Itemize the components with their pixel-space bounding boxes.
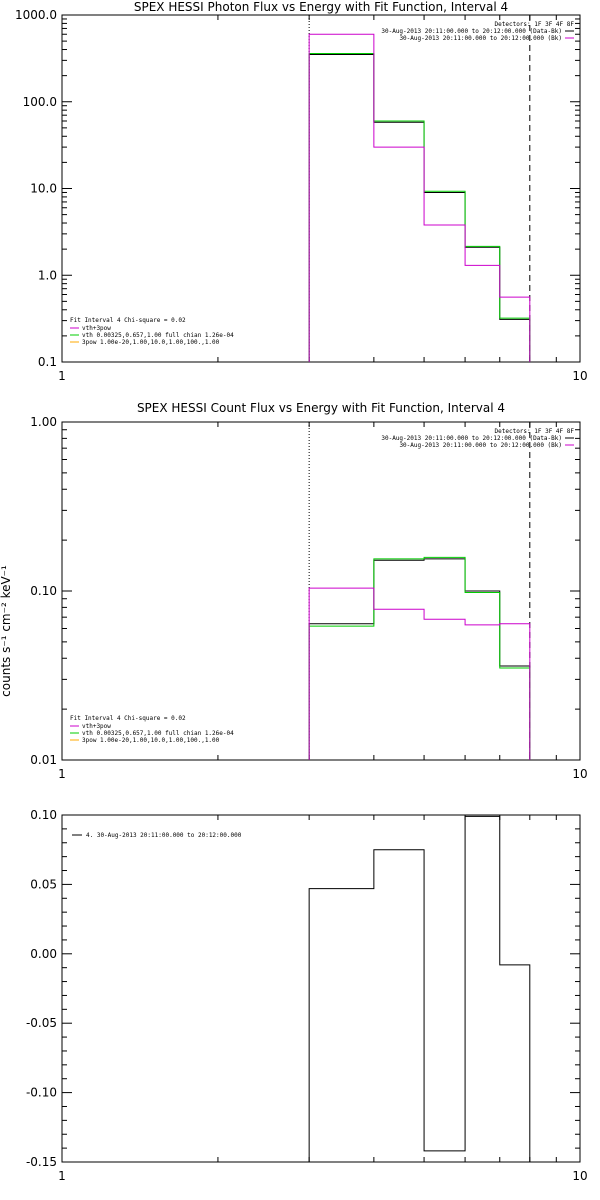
panel-2-legend-label: 30-Aug-2013 20:11:00.000 to 20:12:00.000… [381, 435, 562, 442]
panel-2-title: SPEX HESSI Count Flux vs Energy with Fit… [137, 401, 505, 415]
panel-3-y-tick-label: -0.05 [26, 1016, 57, 1030]
panel-1-y-tick-label: 1.0 [38, 268, 57, 282]
panel-2-legend-label: 30-Aug-2013 20:11:00.000 to 20:12:00.000… [399, 442, 562, 449]
panel-1-x-tick-label: 1 [58, 369, 66, 383]
panel-2-y-tick-label: 0.01 [30, 753, 57, 767]
panel-2-series-1-line [308, 558, 531, 760]
panel-3-y-tick-label: 0.10 [30, 808, 57, 822]
panel-3-y-tick-label: 0.05 [30, 877, 57, 891]
panel-3-y-tick-label: -0.10 [26, 1086, 57, 1100]
panel-1-y-tick-label: 100.0 [23, 95, 57, 109]
panel-3-y-tick-label: 0.00 [30, 947, 57, 961]
panel-1-legend-label: 30-Aug-2013 20:11:00.000 to 20:12:00.000… [381, 28, 562, 35]
panel-1-plot-frame [61, 14, 581, 363]
panel-2-y-tick-label: 0.10 [30, 584, 57, 598]
panel-1-y-tick-label: 10.0 [30, 182, 57, 196]
panel-1-y-tick-label: 1000.0 [15, 8, 57, 22]
panel-1-legend-label: 30-Aug-2013 20:11:00.000 to 20:12:00.000… [399, 35, 562, 42]
panel-3-x-tick-label: 1 [58, 1169, 66, 1183]
panel-3-legend-label: 4. 30-Aug-2013 20:11:00.000 to 20:12:00.… [86, 832, 242, 839]
panel-3-series-1-line [308, 815, 531, 1162]
panel-1-fit-legend-label: vth 0.00325,0.657,1.00 full chian 1.26e-… [82, 332, 234, 339]
panel-1-series-2-line [308, 52, 531, 362]
panel-2-fit-legend-label: vth 0.00325,0.657,1.00 full chian 1.26e-… [82, 730, 234, 737]
panel-1-x-tick-label: 10 [572, 369, 587, 383]
panel-2-fit-legend-header: Fit Interval 4 Chi-square = 0.02 [70, 715, 186, 722]
panel-1-series-3-line [308, 33, 531, 362]
panel-3-y-tick-label: -0.15 [26, 1155, 57, 1169]
panel-1-y-tick-label: 0.1 [38, 355, 57, 369]
panel-1-series-1-line [308, 54, 531, 362]
panel-2-series-2-line [308, 556, 531, 760]
panel-2-legend-header: Detectors: 1F 3F 4F 8F [495, 428, 575, 435]
panel-1-legend-header: Detectors: 1F 3F 4F 8F [495, 21, 575, 28]
panel-2-x-tick-label: 10 [572, 767, 587, 781]
panel-2-fit-legend-label: 3pow 1.00e-20,1.00,10.0,1.00,100.,1.00 [82, 737, 220, 744]
panel-1-fit-legend-label: vth+3pow [82, 325, 111, 332]
panel-2-y-tick-label: 1.00 [30, 415, 57, 429]
panel-2-x-tick-label: 1 [58, 767, 66, 781]
panel-2-fit-legend-label: vth+3pow [82, 723, 111, 730]
panel-1-fit-legend-label: 3pow 1.00e-20,1.00,10.0,1.00,100.,1.00 [82, 339, 220, 346]
panel-3-plot-frame [61, 814, 581, 1163]
panel-2-y-axis-label: counts s⁻¹ cm⁻² keV⁻¹ [0, 565, 13, 697]
panel-2-plot-frame [61, 421, 581, 761]
panel-1-fit-legend-header: Fit Interval 4 Chi-square = 0.02 [70, 317, 186, 324]
panel-1-title: SPEX HESSI Photon Flux vs Energy with Fi… [134, 0, 508, 14]
panel-2-series-3-line [308, 587, 531, 760]
panel-3-x-tick-label: 10 [572, 1169, 587, 1183]
